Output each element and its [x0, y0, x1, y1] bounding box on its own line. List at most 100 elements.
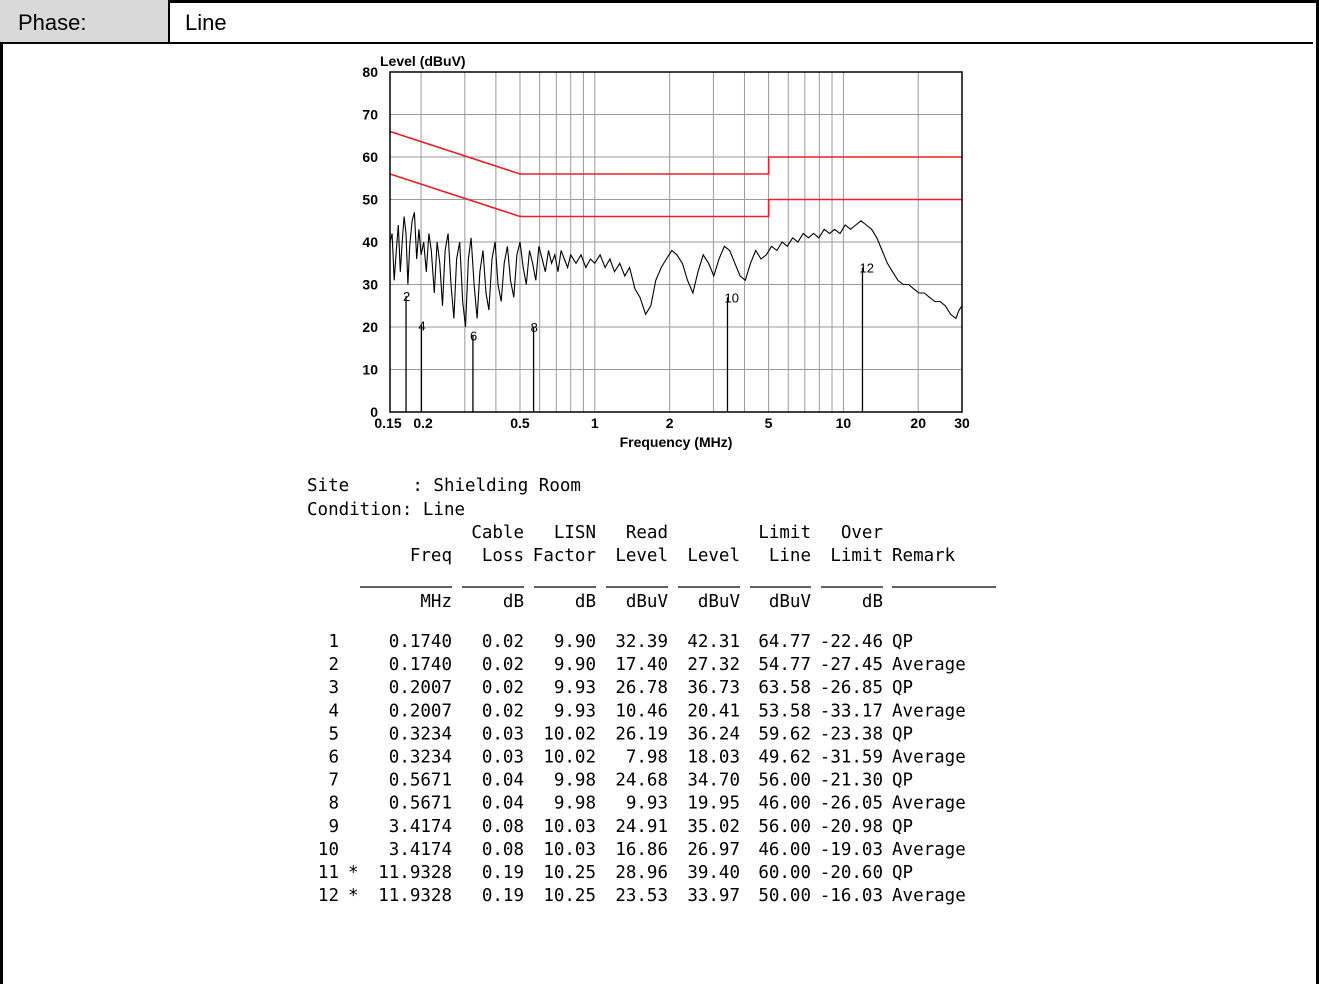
- table-cell: 26.97: [687, 840, 740, 860]
- row-number: 2: [328, 655, 339, 675]
- table-cell: 0.03: [482, 724, 524, 744]
- marker-label: 6: [470, 328, 477, 343]
- table-cell-remark: Average: [892, 840, 966, 860]
- table-cell: 10.25: [543, 863, 596, 883]
- x-axis-label: Frequency (MHz): [620, 434, 733, 450]
- y-tick-label: 20: [362, 319, 378, 335]
- table-header-2: Factor: [533, 546, 596, 566]
- table-cell: 9.90: [554, 632, 596, 652]
- table-cell: 0.02: [482, 655, 524, 675]
- table-cell: 9.98: [554, 794, 596, 814]
- table-cell: 36.24: [687, 724, 740, 744]
- table-cell: 20.41: [687, 701, 740, 721]
- table-cell-remark: QP: [892, 863, 913, 883]
- table-header-2: Level: [615, 546, 668, 566]
- table-cell: -26.85: [820, 678, 883, 698]
- table-cell: 10.46: [615, 701, 668, 721]
- table-cell: 10.03: [543, 817, 596, 837]
- table-cell: 0.5671: [389, 771, 452, 791]
- table-cell: 24.91: [615, 817, 668, 837]
- table-cell: 9.93: [554, 701, 596, 721]
- table-cell-remark: QP: [892, 771, 913, 791]
- table-cell: 0.02: [482, 632, 524, 652]
- x-tick-label: 20: [910, 415, 926, 431]
- x-tick-label: 0.2: [413, 415, 433, 431]
- table-cell: 32.39: [615, 632, 668, 652]
- table-cell-remark: QP: [892, 632, 913, 652]
- table-header-2: Level: [687, 546, 740, 566]
- table-cell: -33.17: [820, 701, 883, 721]
- y-axis-label: Level (dBuV): [380, 53, 466, 69]
- table-cell: -19.03: [820, 840, 883, 860]
- table-cell: 0.02: [482, 678, 524, 698]
- table-header-2: Limit: [830, 546, 883, 566]
- marker-label: 4: [418, 318, 425, 333]
- table-cell: 0.3234: [389, 724, 452, 744]
- table-cell: 63.58: [758, 678, 811, 698]
- table-unit: dB: [575, 592, 596, 612]
- table-cell: 9.98: [554, 771, 596, 791]
- table-cell: 42.31: [687, 632, 740, 652]
- row-number: 3: [328, 678, 339, 698]
- row-number: 1: [328, 632, 339, 652]
- table-cell: 0.19: [482, 886, 524, 906]
- table-cell: 23.53: [615, 886, 668, 906]
- y-tick-label: 0: [370, 404, 378, 420]
- site-line: Site : Shielding Room: [307, 476, 581, 496]
- chart-markers: 24 6 8 10 12: [403, 261, 874, 412]
- table-cell: 11.9328: [378, 863, 452, 883]
- chart-grid: [390, 71, 963, 413]
- table-cell: 0.2007: [389, 678, 452, 698]
- table-cell: 46.00: [758, 794, 811, 814]
- table-cell: 36.73: [687, 678, 740, 698]
- table-unit: dBuV: [769, 592, 812, 612]
- table-cell-remark: Average: [892, 701, 966, 721]
- table-cell-remark: Average: [892, 655, 966, 675]
- row-number: 6: [328, 748, 339, 768]
- row-number: 8: [328, 794, 339, 814]
- table-cell: -22.46: [820, 632, 883, 652]
- row-number: 11: [318, 863, 339, 883]
- table-header-1: Read: [626, 523, 668, 543]
- table-cell-remark: QP: [892, 817, 913, 837]
- marker-label: 12: [859, 261, 873, 276]
- plot-border: [389, 71, 963, 413]
- x-tick-label: 30: [954, 415, 970, 431]
- x-tick-label: 5: [765, 415, 773, 431]
- table-cell: 0.03: [482, 748, 524, 768]
- limit-line: [389, 173, 962, 218]
- table-cell: 60.00: [758, 863, 811, 883]
- row-number: 7: [328, 771, 339, 791]
- phase-label-cell: Phase:: [0, 0, 170, 42]
- table-cell: 0.3234: [389, 748, 452, 768]
- table-cell: 3.4174: [389, 817, 452, 837]
- table-cell: 18.03: [687, 748, 740, 768]
- x-tick-label: 10: [836, 415, 852, 431]
- table-cell: -16.03: [820, 886, 883, 906]
- table-header-1: Limit: [758, 523, 811, 543]
- table-cell: 10.03: [543, 840, 596, 860]
- table-cell: 9.90: [554, 655, 596, 675]
- table-cell: 0.08: [482, 817, 524, 837]
- table-cell-remark: Average: [892, 886, 966, 906]
- table-cell-remark: Average: [892, 794, 966, 814]
- table-cell: -20.98: [820, 817, 883, 837]
- table-cell: 50.00: [758, 886, 811, 906]
- row-mark: *: [348, 886, 359, 906]
- table-cell: 11.9328: [378, 886, 452, 906]
- table-cell: 56.00: [758, 771, 811, 791]
- y-tick-label: 30: [362, 277, 378, 293]
- table-unit: dBuV: [626, 592, 669, 612]
- y-tick-label: 80: [362, 64, 378, 80]
- row-number: 4: [328, 701, 339, 721]
- x-tick-label: 2: [666, 415, 674, 431]
- x-tick-label: 0.5: [510, 415, 530, 431]
- table-cell-remark: Average: [892, 748, 966, 768]
- table-cell: -31.59: [820, 748, 883, 768]
- table-cell: 0.04: [482, 794, 524, 814]
- phase-value: Line: [185, 10, 227, 35]
- condition-line: Condition: Line: [307, 500, 465, 520]
- table-cell: 64.77: [758, 632, 811, 652]
- table-cell: 53.58: [758, 701, 811, 721]
